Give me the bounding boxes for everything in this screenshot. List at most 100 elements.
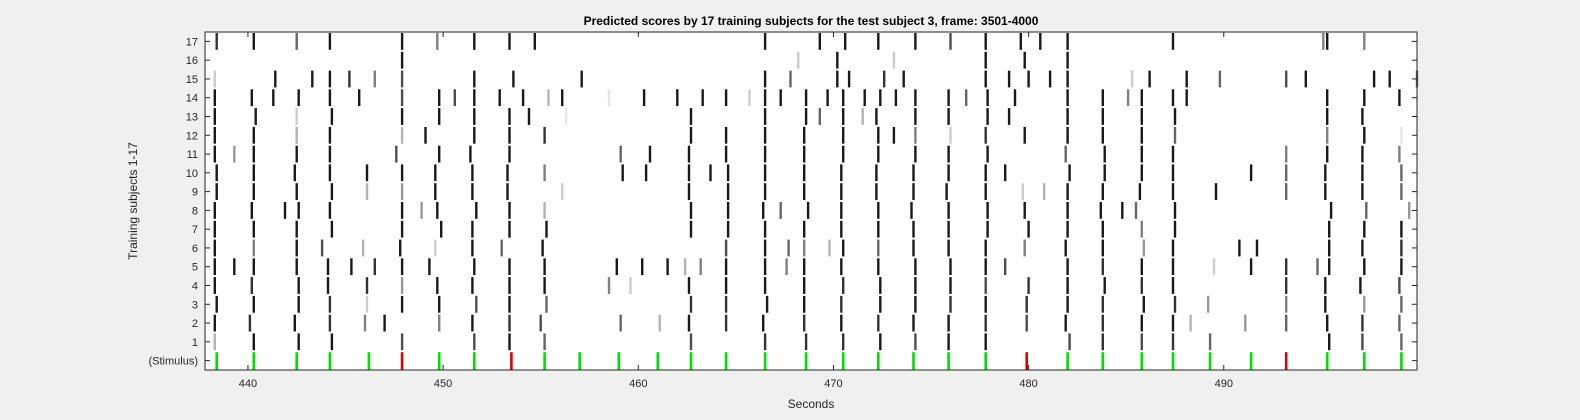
cell-s7-17 [986,220,989,238]
cell-s15-24 [1218,70,1222,88]
cell-s14-34 [1101,89,1104,107]
cell-s6-3 [320,239,324,257]
cell-s12-11 [763,126,767,144]
cell-s15-18 [1027,70,1030,88]
cell-s1-18 [1140,333,1143,351]
cell-s12-21 [1101,126,1104,144]
cell-s15-3 [328,70,332,88]
cell-s9-10 [687,183,691,200]
cell-s7-24 [1363,220,1366,238]
cell-s14-37 [1171,89,1175,107]
cell-s5-34 [1316,258,1319,276]
cell-s4-6 [436,277,439,294]
cell-s2-11 [658,314,661,332]
cell-s12-2 [295,126,298,144]
cell-s4-16 [842,277,845,294]
cell-s3-5 [400,295,404,313]
cell-s11-9 [619,145,622,163]
cell-s3-11 [724,295,728,313]
cell-s3-26 [1324,295,1327,313]
cell-s14-23 [826,89,829,107]
cell-s3-22 [1142,295,1145,313]
cell-s6-13 [803,239,806,257]
cell-s9-15 [875,183,878,200]
stimulus-0 [215,352,218,370]
cell-s2-1 [248,314,252,332]
cell-s12-23 [1173,126,1177,144]
y-tick-label-15: 15 [186,74,198,86]
cell-s2-2 [293,314,296,332]
cell-s10-3 [328,164,332,182]
cell-s17-15 [984,33,987,50]
cell-s8-6 [420,202,423,219]
cell-s5-37 [1400,258,1403,276]
cell-s5-9 [473,258,476,276]
cell-s8-29 [1408,202,1411,219]
cell-s1-4 [400,333,404,351]
cell-s9-24 [1171,183,1175,200]
cell-s7-6 [471,220,474,238]
cell-s14-12 [547,89,550,107]
cell-s10-0 [215,164,218,182]
cell-s2-3 [328,314,332,332]
cell-s6-21 [1064,239,1067,257]
cell-s10-8 [506,164,509,182]
cell-s15-13 [847,70,851,88]
cell-s12-20 [1066,126,1069,144]
cell-s6-28 [1361,239,1364,257]
cell-s4-24 [1140,277,1143,294]
y-tick-label-12: 12 [186,130,198,142]
cell-s4-7 [471,277,474,294]
cell-s3-3 [328,295,332,313]
cell-s17-1 [252,33,255,50]
cell-s15-25 [1285,70,1288,88]
cell-s4-0 [213,277,216,294]
cell-s10-23 [1068,164,1071,182]
cell-s17-2 [295,33,298,50]
cell-s15-1 [274,70,277,88]
cell-s2-0 [213,314,216,332]
cell-s3-13 [803,295,806,313]
cell-s9-1 [252,183,255,200]
cell-s14-31 [986,89,989,107]
cell-s2-13 [724,314,728,332]
cell-s11-15 [842,145,845,163]
cell-s7-18 [1027,220,1030,238]
cell-s9-0 [215,183,218,200]
cell-s5-32 [1249,258,1253,276]
cell-s17-16 [1019,33,1022,50]
cell-s7-4 [400,220,404,238]
y-tick-label-13: 13 [186,112,198,124]
cell-s2-15 [803,314,806,332]
cell-s11-23 [1171,145,1175,163]
cell-s1-0 [213,333,216,351]
cell-s9-26 [1285,183,1288,200]
cell-s7-7 [508,220,511,238]
cell-s14-13 [561,89,564,107]
cell-s10-12 [687,164,691,182]
cell-s4-25 [1171,277,1175,294]
cell-s5-27 [1066,258,1069,276]
cell-s12-18 [984,126,987,144]
stimulus-1 [252,352,256,370]
cell-s9-6 [434,183,437,200]
cell-s13-16 [875,108,878,125]
cell-s8-19 [947,202,950,219]
cell-s10-17 [840,164,843,182]
stimulus-30 [1325,352,1329,370]
cell-s11-8 [508,145,511,163]
cell-s5-22 [877,258,880,276]
cell-s8-17 [877,202,880,219]
cell-s11-25 [1326,145,1329,163]
cell-s10-24 [1103,164,1106,182]
cell-s15-6 [400,70,404,88]
cell-s14-7 [438,89,441,107]
cell-s17-12 [877,33,880,50]
cell-s3-2 [297,295,300,313]
cell-s8-24 [1121,202,1124,219]
cell-s2-25 [1171,314,1175,332]
cell-s2-18 [912,314,915,332]
cell-s12-4 [400,126,404,144]
cell-s3-10 [689,295,693,313]
